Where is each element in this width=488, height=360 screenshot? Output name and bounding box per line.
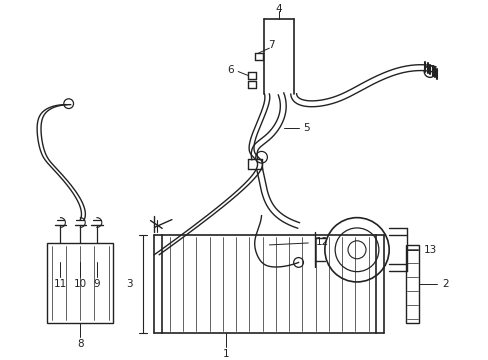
Text: 7: 7 [267,40,274,50]
Text: 3: 3 [126,279,133,289]
Text: 9: 9 [93,279,100,289]
Text: 5: 5 [303,123,309,133]
Bar [47,243,113,323]
Text: 12: 12 [315,237,329,247]
Text: 4: 4 [275,4,282,14]
Text: 1: 1 [223,349,229,359]
Bar [162,235,376,333]
Text: 8: 8 [77,339,83,349]
Bar [405,245,419,323]
Text: 2: 2 [442,279,448,289]
Text: 11: 11 [54,279,67,289]
Text: 10: 10 [74,279,87,289]
Text: 13: 13 [424,245,437,255]
Text: 6: 6 [226,64,233,75]
